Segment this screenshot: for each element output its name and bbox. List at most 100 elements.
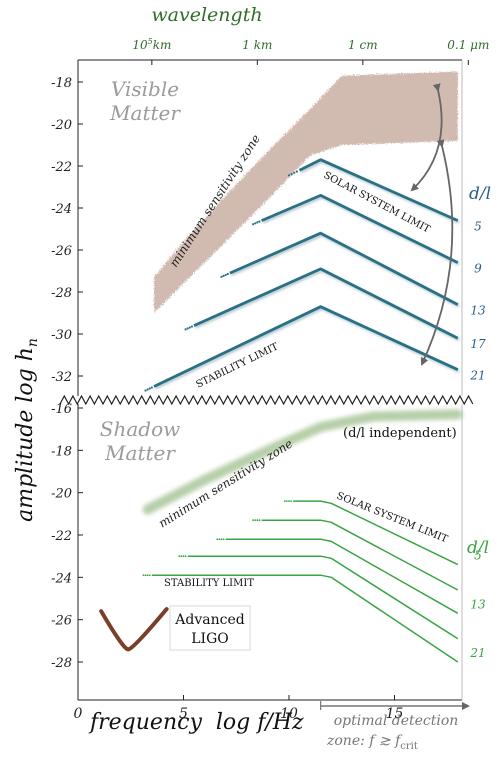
top-tick-base: 1 km	[242, 38, 272, 52]
shadow-zone-note: (d/l independent)	[343, 426, 457, 441]
visible-series-dot	[258, 220, 261, 223]
shadow-series-dot	[285, 500, 288, 503]
visible-series-line-13	[229, 231, 459, 306]
optimal-zone-formula-sub: crit	[400, 741, 418, 752]
advanced-ligo-label-box	[169, 605, 251, 651]
shadow-series-line-2	[225, 538, 459, 614]
y-tick-label-5: -26	[51, 614, 72, 629]
visible-matter-title: Visible Matter	[109, 77, 181, 125]
shadow-dl-header: d/l	[467, 538, 489, 558]
shadow-series-dot	[144, 574, 147, 577]
visible-series-dot	[188, 326, 191, 329]
shadow-series-dot	[258, 519, 261, 522]
shadow-title-line1: Shadow	[100, 417, 180, 441]
visible-dl-label-21: 21	[469, 369, 485, 383]
visible-series-dot	[287, 174, 291, 177]
x-tick-label-2: 10	[280, 706, 298, 722]
shadow-dl-label-21: 21	[469, 646, 485, 660]
y-tick-label-3: -22	[51, 529, 72, 544]
shadow-matter-title: Shadow Matter	[100, 417, 180, 465]
visible-title-line1: Visible	[111, 77, 179, 101]
shadow-lower-label: STABILITY LIMIT	[164, 578, 254, 589]
visible-series-dot	[184, 328, 187, 331]
y-tick-label-0: -18	[51, 76, 72, 91]
visible-dl-label-13: 13	[470, 304, 486, 318]
shadow-series-dot	[218, 538, 221, 541]
visible-series-dot	[224, 273, 227, 277]
visible-series-dot	[222, 274, 225, 277]
advanced-ligo-label: Advanced LIGO	[174, 612, 244, 647]
visible-series-dot	[290, 173, 293, 176]
shadow-series-dot	[142, 574, 145, 577]
shadow-zone-label: minimum sensitivity zone	[156, 436, 295, 530]
shadow-series-dot	[180, 555, 183, 558]
y-tick-label-2: -20	[51, 487, 72, 502]
top-axis-label: wavelength	[151, 4, 262, 26]
shadow-series-line-1	[261, 519, 459, 591]
optimal-zone-word: zone:	[326, 733, 369, 749]
y-tick-label-0: -16	[51, 402, 72, 417]
top-tick-label-0: 105km	[132, 37, 171, 52]
y-axis-label-text: amplitude log h	[13, 347, 38, 522]
x-axis-label: frequency log f/Hz	[88, 710, 304, 735]
top-tick-label-1: 1 km	[242, 38, 272, 52]
visible-series-line-21	[153, 305, 459, 388]
visible-series-dot	[293, 171, 296, 174]
top-tick-label-3: 0.1 μm	[447, 38, 489, 52]
shadow-series-dot	[178, 555, 181, 558]
visible-dl-label-9: 9	[474, 262, 482, 276]
shadow-series-dot	[252, 519, 255, 522]
shadow-series-dot	[256, 519, 259, 522]
shadow-series-line-4	[151, 574, 459, 663]
shadow-matter-panel: -16 -18 -20 -22 -24 -26 -28 Shadow Matterminimum…	[51, 402, 489, 671]
optimal-zone-label-line2: zone: f ≳ fcrit	[326, 733, 418, 752]
optimal-zone-label-line1: optimal detection	[334, 713, 459, 729]
top-axis-ticks: 105km 1 km 1 cm 0.1 μm	[132, 37, 489, 65]
y-axis-label-sub: n	[25, 338, 41, 347]
shadow-series-line-3	[187, 555, 459, 640]
shadow-series-dot	[184, 555, 187, 558]
optimal-detection-zone: optimal detection zone: f ≳ fcrit	[320, 701, 470, 752]
y-tick-label-1: -20	[51, 118, 72, 133]
y-tick-label-6: -28	[51, 656, 72, 671]
shadow-series-dot	[288, 500, 290, 503]
visible-series-dot	[256, 221, 259, 224]
shadow-series-line-0	[293, 500, 459, 566]
shadow-dl-label-13: 13	[470, 597, 486, 611]
advanced-ligo-line1: Advanced	[174, 612, 244, 628]
y-tick-label-3: -24	[51, 202, 72, 217]
top-tick-rest: km	[153, 38, 172, 52]
shadow-series-dot	[146, 574, 149, 577]
y-tick-label-4: -26	[51, 244, 72, 259]
y-tick-label-6: -30	[51, 328, 72, 343]
visible-series-dot	[186, 327, 189, 330]
visible-series-dot	[220, 275, 223, 278]
visible-series-line-9	[261, 194, 459, 264]
x-tick-label-1: 5	[179, 706, 188, 722]
optimal-zone-formula: f ≳ f	[368, 733, 403, 749]
visible-series-dot	[252, 223, 255, 226]
shadow-upper-label: SOLAR SYSTEM LIMIT	[335, 491, 450, 546]
visible-series-dot	[148, 387, 151, 390]
visible-series-dot	[144, 389, 147, 392]
shadow-title-line2: Matter	[104, 441, 176, 465]
visible-series-line-17	[193, 267, 459, 340]
visible-series-dot	[254, 222, 257, 225]
shadow-series-dot	[182, 555, 185, 558]
y-axis-label: amplitude log hn	[13, 338, 41, 522]
visible-series-dot	[226, 272, 229, 276]
y-tick-label-4: -24	[51, 571, 72, 586]
top-tick-base: 1 cm	[348, 38, 378, 52]
visible-series-line-5	[298, 158, 459, 222]
advanced-ligo-line2: LIGO	[191, 631, 229, 647]
visible-series-dot	[190, 325, 194, 328]
x-tick-label-0: 0	[74, 706, 83, 722]
shadow-series-dot	[216, 538, 219, 541]
advanced-ligo-curve	[99, 607, 169, 652]
visible-sensitivity-zone	[154, 71, 458, 313]
shadow-series-dot	[220, 538, 223, 541]
visible-dl-label-17: 17	[470, 337, 486, 351]
shadow-sensitivity-zone	[142, 409, 463, 515]
visible-dl-header: d/l	[469, 184, 491, 204]
